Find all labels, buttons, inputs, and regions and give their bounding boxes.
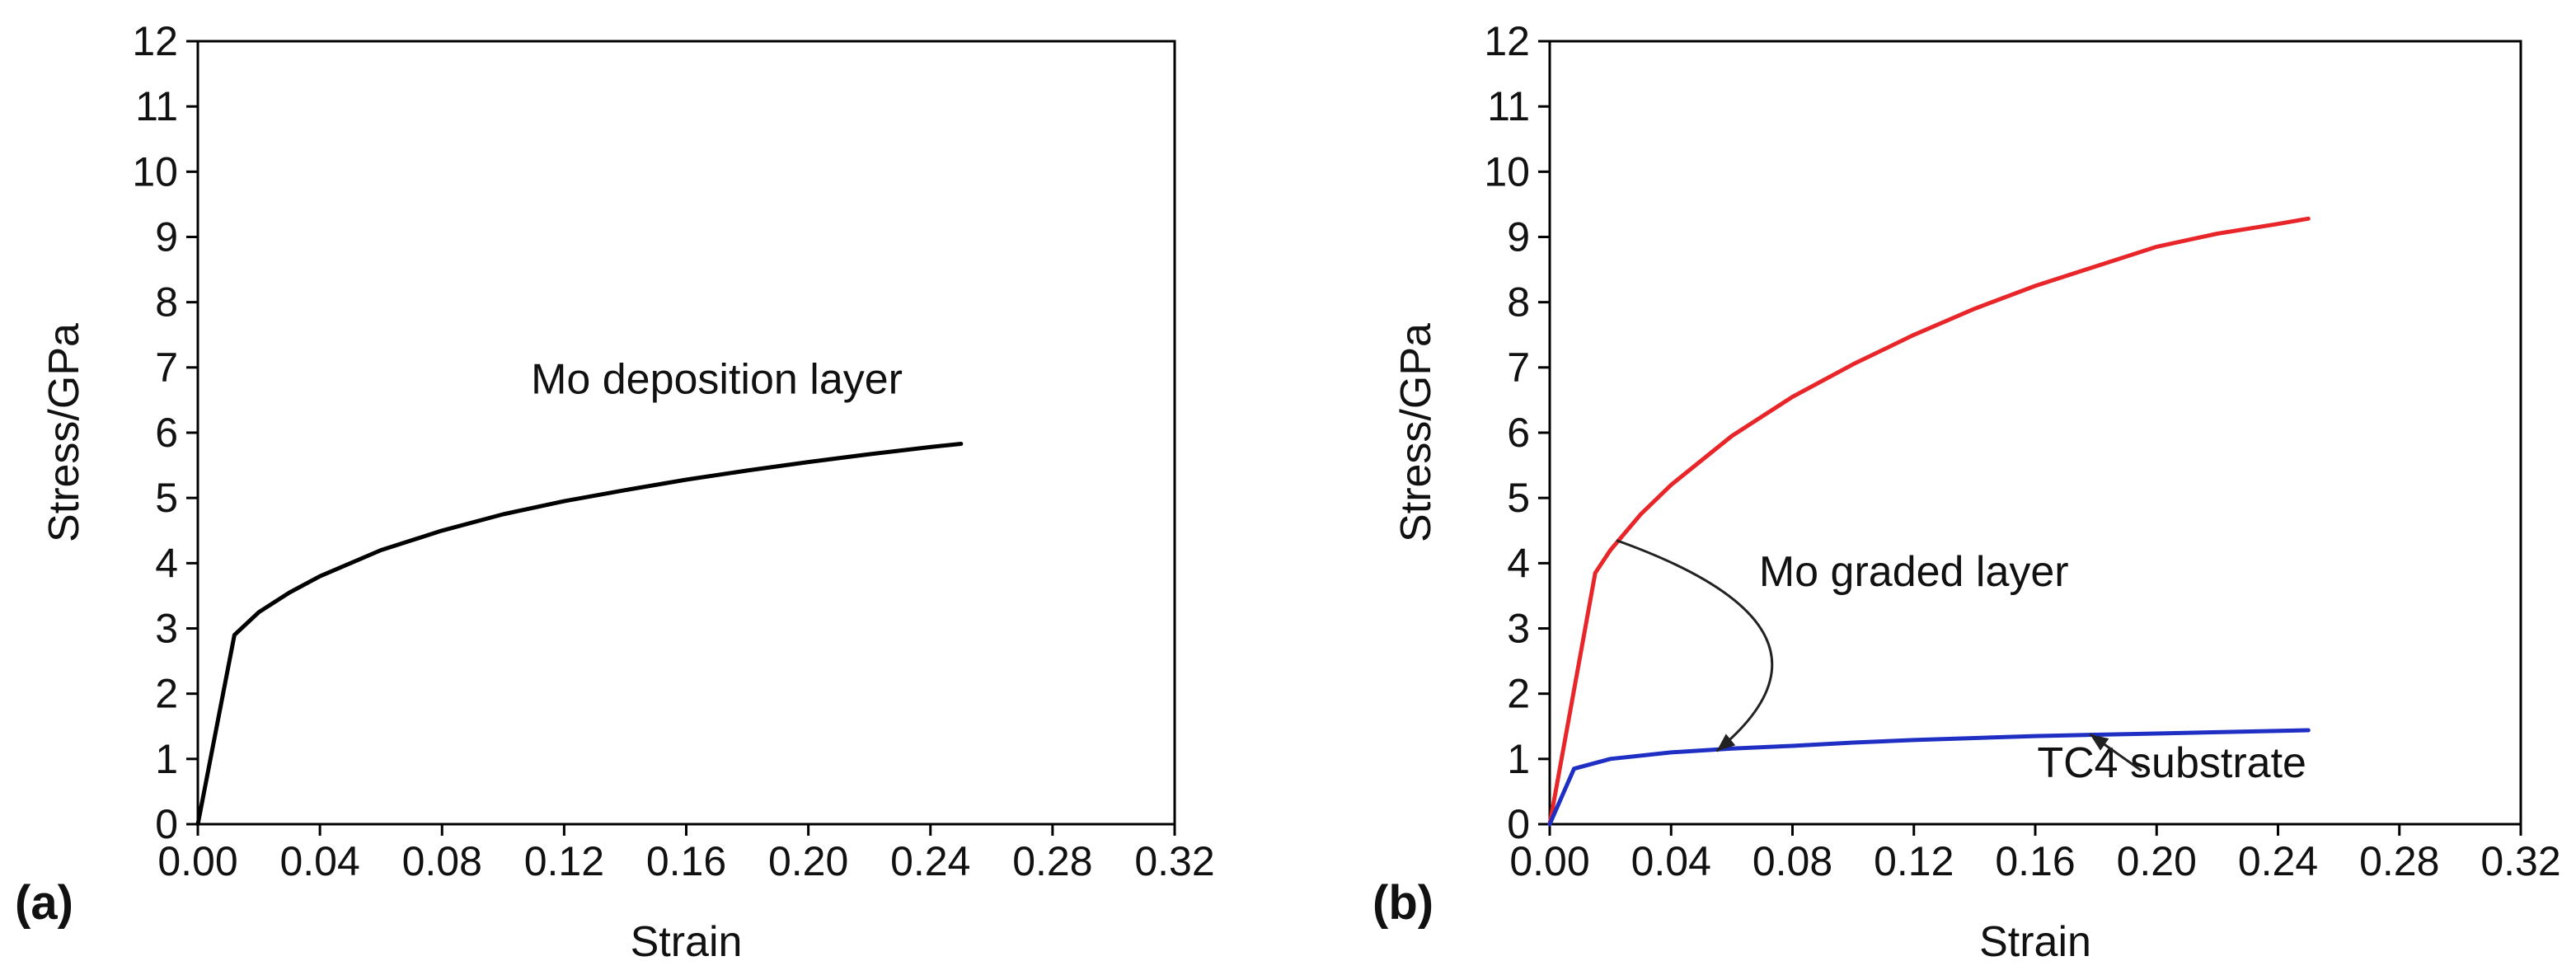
y-tick-label: 12	[1484, 18, 1530, 64]
panel-label: (a)	[15, 876, 73, 930]
x-tick-label: 0.28	[1012, 838, 1092, 884]
x-tick-label: 0.32	[2480, 838, 2560, 884]
annotation-label: Mo graded layer	[1759, 548, 2069, 596]
y-axis-title: Stress/GPa	[1392, 323, 1440, 542]
y-tick-label: 11	[135, 83, 178, 129]
y-axis-title: Stress/GPa	[40, 323, 88, 542]
y-tick-label: 12	[132, 18, 178, 64]
y-tick-label: 8	[1507, 279, 1530, 326]
x-tick-label: 0.16	[1995, 838, 2075, 884]
y-tick-label: 4	[155, 540, 178, 586]
x-tick-label: 0.04	[1631, 838, 1711, 884]
y-tick-label: 0	[155, 801, 178, 847]
x-tick-label: 0.08	[402, 838, 482, 884]
panel-a-chart: 0.00 0.04 0.08 0.12 0.16 0.20 0.24 0.28 0.320123…	[15, 18, 1215, 966]
panel-b-chart: 0.00 0.04 0.08 0.12 0.16 0.20 0.24 0.28 0.320123…	[1372, 18, 2561, 966]
y-tick-label: 6	[155, 410, 178, 456]
y-tick-label: 7	[155, 345, 178, 391]
arrowhead-icon	[1716, 734, 1736, 752]
y-tick-label: 1	[155, 736, 178, 782]
x-tick-label: 0.24	[2238, 838, 2318, 884]
y-tick-label: 5	[155, 475, 178, 521]
y-tick-label: 4	[1507, 540, 1530, 586]
y-tick-label: 8	[155, 279, 178, 326]
y-tick-label: 6	[1507, 410, 1530, 456]
y-tick-label: 3	[1507, 606, 1530, 652]
y-tick-label: 10	[132, 148, 178, 195]
x-tick-label: 0.20	[2117, 838, 2197, 884]
x-tick-label: 0.16	[646, 838, 726, 884]
x-tick-label: 0.12	[524, 838, 604, 884]
x-axis-title: Strain	[1979, 918, 2091, 966]
y-tick-label: 9	[155, 214, 178, 260]
panel-label: (b)	[1372, 876, 1433, 930]
y-tick-label: 11	[1487, 83, 1530, 129]
x-tick-label: 0.08	[1753, 838, 1832, 884]
y-tick-label: 5	[1507, 475, 1530, 521]
y-tick-label: 2	[1507, 671, 1530, 717]
series-line-mo-deposition-layer	[195, 442, 964, 827]
plot-frame	[1548, 40, 2522, 826]
y-tick-label: 9	[1507, 214, 1530, 260]
x-tick-label: 0.24	[890, 838, 970, 884]
x-tick-label: 0.04	[279, 838, 359, 884]
x-tick-label: 0.12	[1874, 838, 1954, 884]
x-tick-label: 0.20	[768, 838, 848, 884]
y-tick-label: 7	[1507, 345, 1530, 391]
x-tick-label: 0.28	[2359, 838, 2439, 884]
y-tick-label: 1	[1507, 736, 1530, 782]
x-tick-label: 0.00	[1509, 838, 1589, 884]
x-tick-label: 0.32	[1134, 838, 1214, 884]
y-tick-label: 0	[1507, 801, 1530, 847]
x-tick-label: 0.00	[157, 838, 237, 884]
annotation-label: Mo deposition layer	[531, 356, 903, 404]
annotation-label: TC4 substrate	[2037, 739, 2306, 787]
series-line-mo-graded-layer	[1547, 216, 2311, 827]
annotation-arrow	[1616, 539, 1774, 752]
arrowhead-icon	[2090, 734, 2109, 751]
series-line-tc4-substrate	[1547, 728, 2311, 827]
y-tick-label: 2	[155, 671, 178, 717]
y-tick-label: 3	[155, 606, 178, 652]
y-tick-label: 10	[1484, 148, 1530, 195]
plot-frame	[196, 40, 1176, 826]
x-axis-title: Strain	[631, 918, 743, 966]
